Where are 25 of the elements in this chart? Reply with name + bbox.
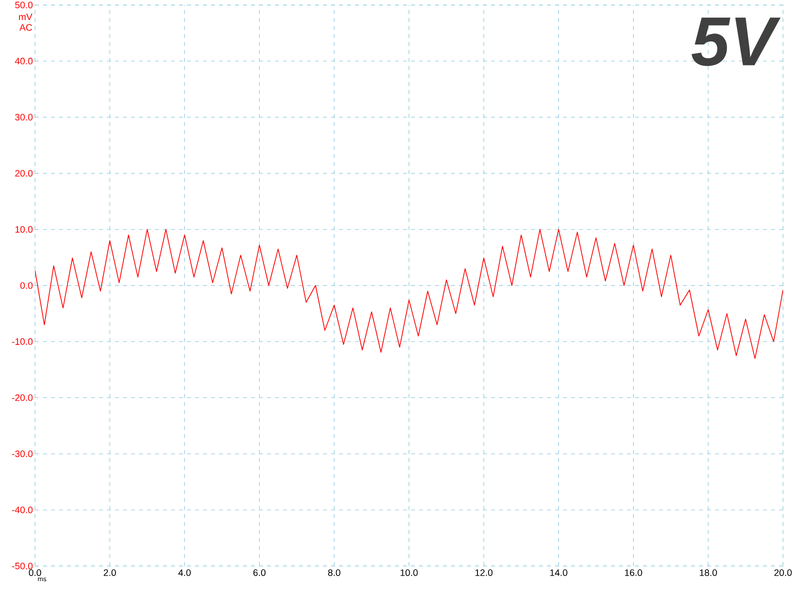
x-tick-label: 14.0	[550, 569, 568, 576]
y-tick-label: -30.0	[12, 450, 33, 458]
x-tick-label: 8.0	[328, 569, 340, 576]
x-tick-label: 2.0	[104, 569, 116, 576]
x-tick-label: 20.0	[774, 569, 792, 576]
y-tick-label: -40.0	[12, 506, 33, 514]
line-series	[35, 229, 784, 359]
x-tick-label: 12.0	[475, 569, 493, 576]
y-tick-label: 20.0	[15, 170, 33, 177]
y-tick-label: 0.0	[20, 282, 33, 289]
x-tick-label: 4.0	[178, 569, 191, 576]
chart-title: 5V	[692, 18, 781, 66]
y-tick-label: 50.0	[15, 2, 33, 8]
x-tick-label: 16.0	[625, 569, 642, 576]
x-tick-label: 0.0	[28, 569, 42, 576]
x-tick-label: 10.0	[400, 569, 418, 576]
y-axis-title: mV AC	[19, 14, 32, 31]
y-tick-label: -20.0	[12, 394, 33, 401]
x-tick-label: 18.0	[700, 569, 717, 576]
y-tick-label: 30.0	[15, 114, 33, 120]
y-tick-label: 40.0	[15, 58, 33, 64]
y-tick-label: -10.0	[12, 338, 33, 345]
x-tick-label: 6.0	[253, 569, 266, 576]
y-tick-label: 10.0	[16, 226, 33, 233]
y-tick-label: -50.0	[12, 562, 33, 570]
